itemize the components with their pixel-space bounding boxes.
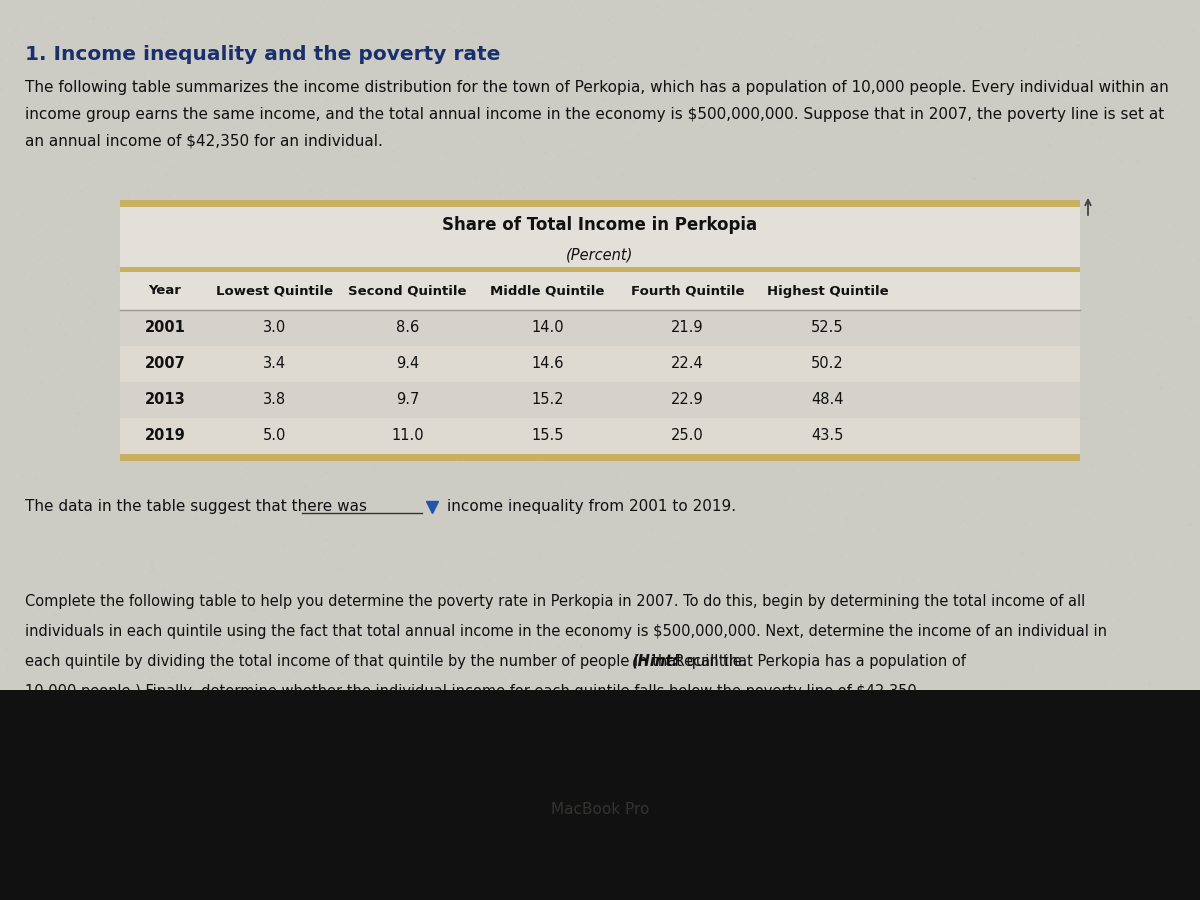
Text: 10,000 people.) Finally, determine whether the individual income for each quinti: 10,000 people.) Finally, determine wheth… — [25, 684, 922, 699]
Text: Fourth Quintile: Fourth Quintile — [631, 284, 744, 298]
Bar — [120, 346, 1080, 382]
Text: 2019: 2019 — [145, 428, 185, 444]
Text: 2007: 2007 — [145, 356, 185, 372]
Text: 1. Income inequality and the poverty rate: 1. Income inequality and the poverty rat… — [25, 45, 500, 64]
Bar — [120, 267, 1080, 272]
Bar — [0, 690, 1200, 900]
Text: 22.9: 22.9 — [671, 392, 704, 408]
Text: MacBook Pro: MacBook Pro — [551, 803, 649, 817]
Text: an annual income of $42,350 for an individual.: an annual income of $42,350 for an indiv… — [25, 134, 383, 149]
Text: 22.4: 22.4 — [671, 356, 704, 372]
Bar — [120, 418, 1080, 454]
Bar — [120, 200, 1080, 207]
Text: (Hint:: (Hint: — [632, 654, 679, 669]
Text: Recall that Perkopia has a population of: Recall that Perkopia has a population of — [670, 654, 966, 669]
Text: 11.0: 11.0 — [391, 428, 424, 444]
Text: Share of Total Income in Perkopia: Share of Total Income in Perkopia — [443, 216, 757, 234]
Bar — [120, 243, 1080, 267]
Text: 25.0: 25.0 — [671, 428, 704, 444]
Text: 21.9: 21.9 — [671, 320, 704, 336]
Text: (Percent): (Percent) — [566, 248, 634, 263]
Text: 3.0: 3.0 — [263, 320, 287, 336]
Bar — [0, 0, 1200, 690]
Bar — [120, 310, 1080, 346]
Text: 43.5: 43.5 — [811, 428, 844, 444]
Text: 2001: 2001 — [144, 320, 186, 336]
Text: 9.7: 9.7 — [396, 392, 419, 408]
Text: 15.2: 15.2 — [532, 392, 564, 408]
Bar — [120, 207, 1080, 243]
Text: Second Quintile: Second Quintile — [348, 284, 467, 298]
Text: 14.6: 14.6 — [532, 356, 564, 372]
Text: 2013: 2013 — [145, 392, 185, 408]
Text: 8.6: 8.6 — [396, 320, 419, 336]
Text: The data in the table suggest that there was: The data in the table suggest that there… — [25, 499, 367, 514]
Bar — [120, 382, 1080, 418]
Text: Highest Quintile: Highest Quintile — [767, 284, 888, 298]
Text: individuals in each quintile using the fact that total annual income in the econ: individuals in each quintile using the f… — [25, 624, 1108, 639]
Bar — [120, 454, 1080, 461]
Text: 3.4: 3.4 — [264, 356, 287, 372]
Text: Middle Quintile: Middle Quintile — [491, 284, 605, 298]
Text: 9.4: 9.4 — [396, 356, 419, 372]
Text: 50.2: 50.2 — [811, 356, 844, 372]
Text: The following table summarizes the income distribution for the town of Perkopia,: The following table summarizes the incom… — [25, 80, 1169, 95]
Text: income inequality from 2001 to 2019.: income inequality from 2001 to 2019. — [448, 499, 737, 514]
Text: 15.5: 15.5 — [532, 428, 564, 444]
Text: each quintile by dividing the total income of that quintile by the number of peo: each quintile by dividing the total inco… — [25, 654, 751, 669]
Bar — [120, 272, 1080, 310]
Text: 52.5: 52.5 — [811, 320, 844, 336]
Text: Complete the following table to help you determine the poverty rate in Perkopia : Complete the following table to help you… — [25, 594, 1085, 609]
Text: income group earns the same income, and the total annual income in the economy i: income group earns the same income, and … — [25, 107, 1164, 122]
Text: 3.8: 3.8 — [264, 392, 287, 408]
Text: 48.4: 48.4 — [811, 392, 844, 408]
Text: Lowest Quintile: Lowest Quintile — [216, 284, 334, 298]
Text: 14.0: 14.0 — [532, 320, 564, 336]
Text: Year: Year — [149, 284, 181, 298]
Text: 5.0: 5.0 — [263, 428, 287, 444]
